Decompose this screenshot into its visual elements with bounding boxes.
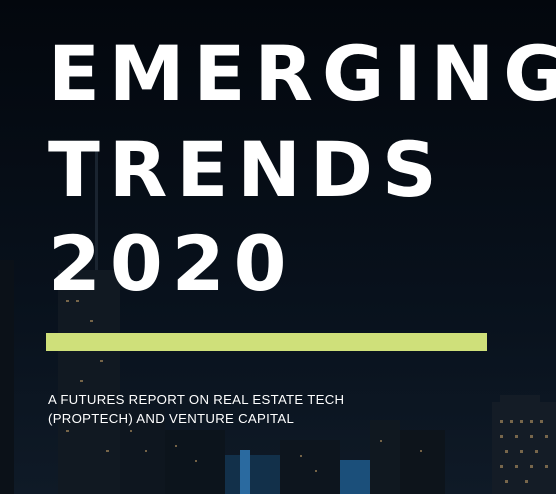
subtitle: A FUTURES REPORT ON REAL ESTATE TECH (PR… (48, 390, 344, 428)
title-line-3: 2020 (48, 219, 296, 308)
title-line-1: EMERGING (48, 29, 556, 118)
subtitle-line-2: (PROPTECH) AND VENTURE CAPITAL (48, 411, 295, 426)
accent-divider-bar (46, 333, 487, 351)
title-line-2: TRENDS (48, 125, 446, 214)
subtitle-line-1: A FUTURES REPORT ON REAL ESTATE TECH (48, 392, 345, 407)
